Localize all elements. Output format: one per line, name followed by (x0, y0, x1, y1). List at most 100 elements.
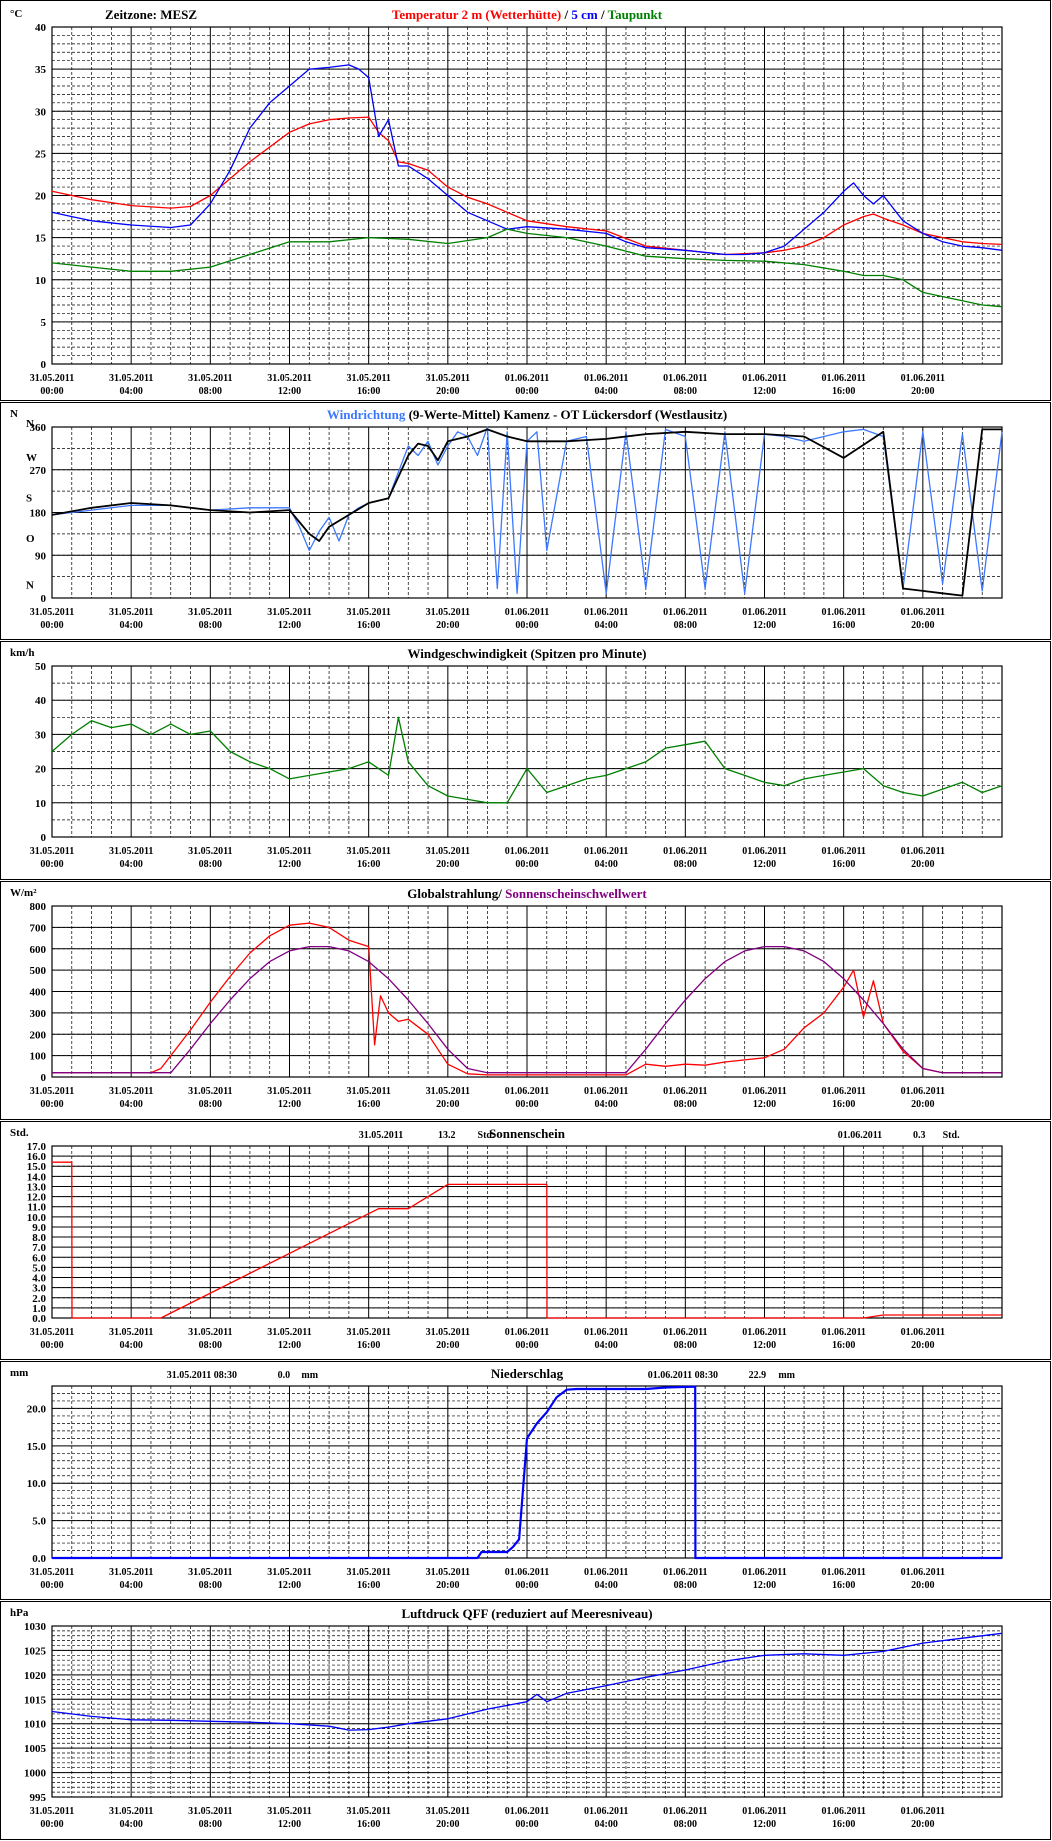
header-annotation: 01.06.2011 (838, 1130, 882, 1141)
y-unit-label: °C (10, 8, 22, 20)
x-tick-date: 31.05.2011 (30, 1086, 74, 1097)
x-tick-date: 01.06.2011 (505, 1086, 549, 1097)
x-tick-time: 04:00 (594, 386, 617, 397)
y-tick-label: 180 (30, 508, 47, 520)
x-tick-time: 12:00 (278, 1099, 301, 1110)
x-tick-time: 20:00 (911, 1340, 934, 1351)
y-tick-label: 50 (35, 661, 47, 673)
chart-title: Windgeschwindigkeit (Spitzen pro Minute) (408, 646, 647, 661)
y-tick-label: 30 (35, 106, 47, 118)
y-tick-label: 35 (35, 64, 47, 76)
panel-frame (0, 1361, 1051, 1600)
chart-title: Niederschlag (491, 1366, 564, 1381)
x-tick-time: 16:00 (357, 859, 380, 870)
x-tick-time: 12:00 (278, 1819, 301, 1830)
x-tick-date: 31.05.2011 (109, 1567, 153, 1578)
header-annotation: 13.2 (438, 1130, 456, 1141)
header-annotation: Std. (478, 1130, 495, 1141)
x-tick-time: 12:00 (753, 859, 776, 870)
x-tick-date: 01.06.2011 (505, 1327, 549, 1338)
x-tick-date: 01.06.2011 (821, 846, 865, 857)
x-tick-time: 04:00 (119, 1340, 142, 1351)
x-tick-time: 20:00 (911, 620, 934, 631)
y-tick-label: 800 (30, 901, 47, 913)
header-annotation: 31.05.2011 (359, 1130, 403, 1141)
title-part: Windgeschwindigkeit (Spitzen pro Minute) (408, 646, 647, 661)
header-annotation: Std. (943, 1130, 960, 1141)
x-tick-date: 31.05.2011 (109, 1086, 153, 1097)
x-tick-date: 31.05.2011 (188, 1327, 232, 1338)
x-tick-time: 00:00 (515, 859, 538, 870)
y-tick-label: 500 (30, 965, 47, 977)
y-tick-label: 1025 (24, 1645, 47, 1657)
x-tick-date: 31.05.2011 (188, 1567, 232, 1578)
x-tick-time: 20:00 (911, 1819, 934, 1830)
x-tick-time: 16:00 (832, 859, 855, 870)
x-tick-date: 01.06.2011 (505, 373, 549, 384)
title-part: Sonnenschein (489, 1126, 566, 1141)
x-tick-time: 08:00 (199, 386, 222, 397)
y-tick-label: 1030 (24, 1621, 47, 1633)
x-tick-time: 12:00 (278, 859, 301, 870)
x-tick-date: 31.05.2011 (346, 607, 390, 618)
x-tick-date: 31.05.2011 (346, 1806, 390, 1817)
x-tick-time: 12:00 (278, 1580, 301, 1591)
y-tick-label: 1.0 (32, 1303, 46, 1315)
x-tick-time: 12:00 (753, 386, 776, 397)
y-tick-label: 30 (35, 729, 47, 741)
x-tick-date: 01.06.2011 (505, 607, 549, 618)
x-tick-date: 01.06.2011 (663, 1327, 707, 1338)
x-tick-date: 01.06.2011 (742, 607, 786, 618)
x-tick-time: 16:00 (832, 1099, 855, 1110)
x-tick-date: 01.06.2011 (584, 1086, 628, 1097)
y-tick-label: 1020 (24, 1670, 47, 1682)
y-tick-label: 100 (30, 1051, 47, 1063)
y-tick-label: 995 (30, 1792, 47, 1804)
x-tick-time: 00:00 (40, 1099, 63, 1110)
compass-label: O (26, 533, 35, 545)
y-tick-label: 15.0 (27, 1161, 47, 1173)
y-unit-label: mm (10, 1367, 28, 1379)
y-tick-label: 9.0 (32, 1222, 46, 1234)
x-tick-time: 00:00 (515, 1340, 538, 1351)
compass-label: S (26, 493, 32, 505)
x-tick-time: 04:00 (594, 1580, 617, 1591)
y-tick-label: 3.0 (32, 1283, 46, 1295)
x-tick-date: 01.06.2011 (821, 373, 865, 384)
x-tick-date: 31.05.2011 (30, 846, 74, 857)
y-tick-label: 5.0 (32, 1516, 46, 1528)
header-annotation: 0.0 (278, 1370, 291, 1381)
x-tick-date: 31.05.2011 (188, 373, 232, 384)
x-tick-date: 31.05.2011 (30, 1327, 74, 1338)
y-tick-label: 6.0 (32, 1252, 46, 1264)
x-tick-date: 01.06.2011 (663, 1567, 707, 1578)
y-tick-label: 90 (35, 550, 47, 562)
x-tick-date: 01.06.2011 (821, 607, 865, 618)
x-tick-date: 31.05.2011 (267, 846, 311, 857)
panel-frame (0, 1601, 1051, 1840)
y-tick-label: 25 (35, 148, 47, 160)
x-tick-date: 31.05.2011 (426, 1086, 470, 1097)
x-tick-date: 01.06.2011 (742, 1567, 786, 1578)
x-tick-time: 12:00 (278, 620, 301, 631)
plot-area (51, 1385, 1003, 1559)
x-tick-time: 08:00 (199, 1340, 222, 1351)
x-tick-date: 31.05.2011 (109, 607, 153, 618)
compass-label: N (26, 418, 34, 430)
title-part: Niederschlag (491, 1366, 564, 1381)
chart-panel-sunshine: 0.01.02.03.04.05.06.07.08.09.010.011.012… (0, 1121, 1051, 1360)
x-tick-date: 31.05.2011 (109, 1327, 153, 1338)
series-line-temp-1 (51, 64, 1003, 256)
x-tick-date: 01.06.2011 (742, 373, 786, 384)
x-tick-date: 01.06.2011 (584, 607, 628, 618)
x-tick-date: 31.05.2011 (188, 607, 232, 618)
y-tick-label: 200 (30, 1029, 47, 1041)
y-tick-label: 10 (35, 275, 47, 287)
title-part: / (497, 886, 505, 901)
x-tick-time: 00:00 (40, 1340, 63, 1351)
series-line-radiation-1 (52, 945, 1002, 1074)
x-tick-date: 01.06.2011 (821, 1327, 865, 1338)
y-tick-label: 16.0 (27, 1151, 47, 1163)
